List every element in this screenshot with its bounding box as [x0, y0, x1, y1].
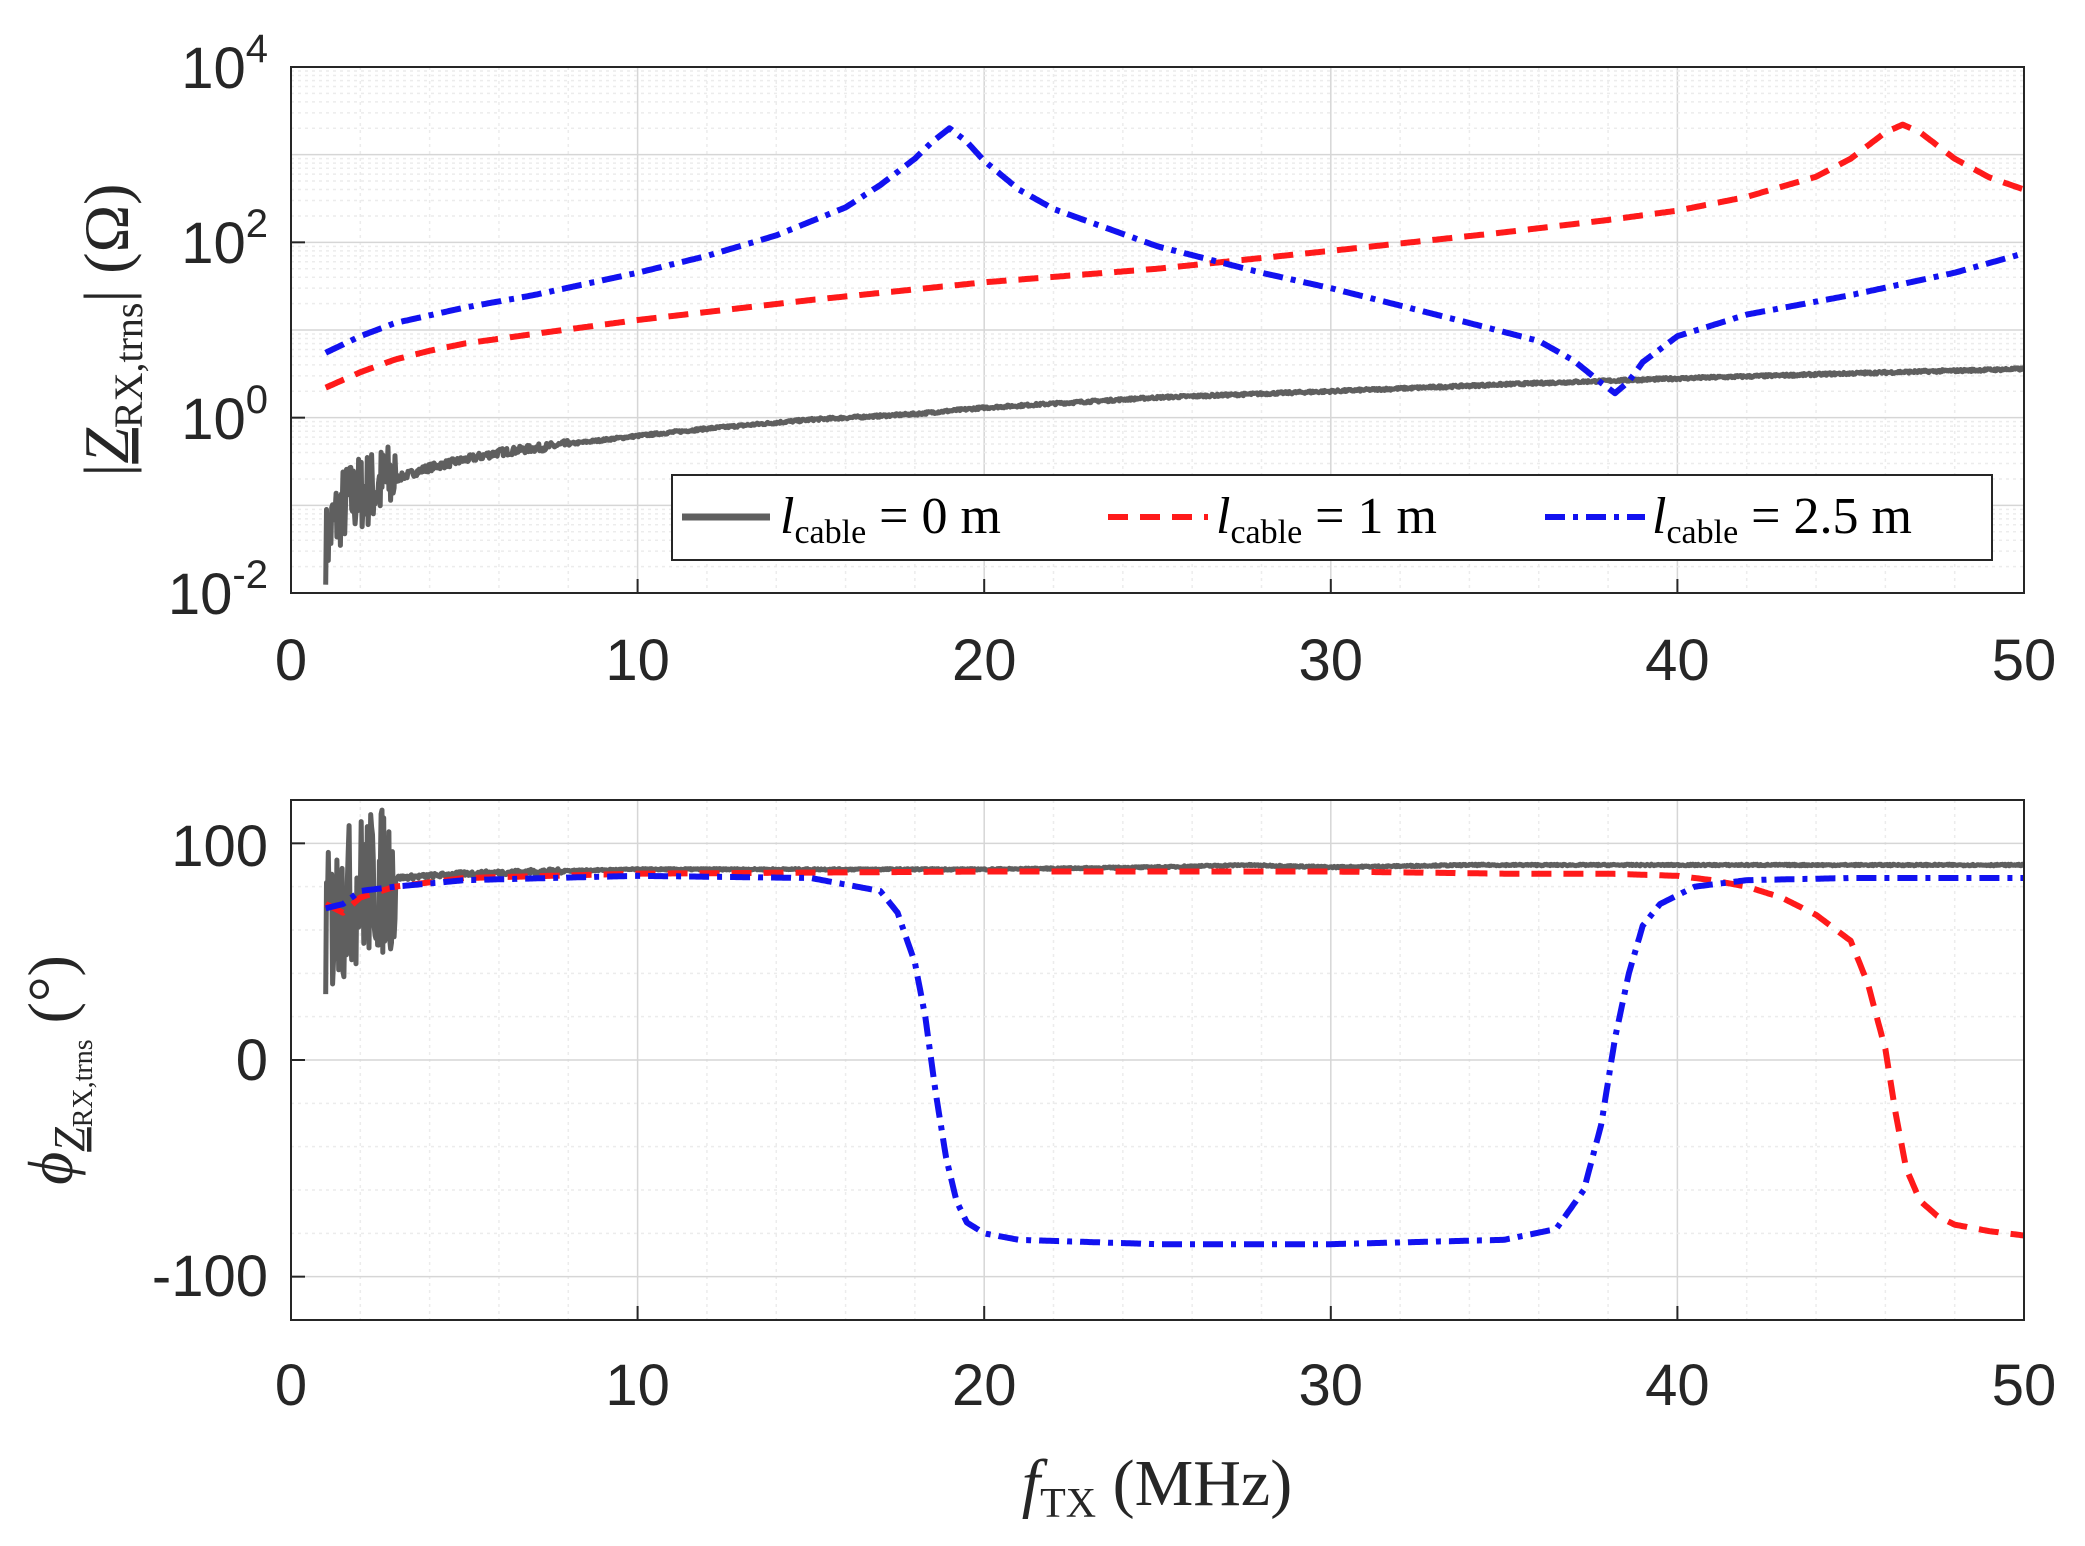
- legend-entry-2-5m: lcable = 2.5 m: [1545, 488, 1912, 551]
- phase-x-tick-label: 0: [275, 1353, 307, 1418]
- magnitude-y-tick-label: 104: [181, 27, 268, 101]
- magnitude-y-tick-label: 100: [181, 378, 268, 452]
- magnitude-y-tick-labels: 10-2 100 102 104: [168, 27, 268, 627]
- legend: lcable = 0 m lcable = 1 m lcable = 2.5 m: [671, 474, 1993, 561]
- magnitude-series-line-1: [324, 121, 2024, 391]
- phase-y-tick-label: 0: [236, 1028, 268, 1093]
- phase-x-tick-label: 10: [605, 1353, 670, 1418]
- magnitude-y-tick-label: 10-2: [168, 553, 268, 627]
- magnitude-x-tick-label: 20: [952, 628, 1017, 693]
- legend-label-2-5m: lcable = 2.5 m: [1652, 488, 1912, 551]
- legend-label-0m: lcable = 0 m: [780, 488, 1001, 551]
- phase-series-line-2: [324, 872, 2024, 1248]
- magnitude-x-tick-label: 10: [605, 628, 670, 693]
- phase-y-tick-labels: 100 0 -100: [152, 814, 268, 1309]
- magnitude-y-axis-label: |ZRX,trns| (Ω): [71, 184, 151, 477]
- magnitude-panel: 0 10 20 30 40 50 10-2 100 102 104 |ZRX,t…: [71, 27, 2056, 693]
- phase-x-tick-labels: 0 10 20 30 40 50: [275, 1353, 2056, 1418]
- magnitude-series: [323, 121, 2024, 585]
- legend-entry-1m: lcable = 1 m: [1108, 488, 1437, 551]
- magnitude-x-tick-label: 40: [1645, 628, 1710, 693]
- magnitude-x-tick-label: 50: [1992, 628, 2057, 693]
- phase-series-line-0: [323, 807, 2024, 995]
- legend-box: [671, 474, 1993, 561]
- phase-ticks: [290, 842, 2025, 1320]
- legend-entry-0m: lcable = 0 m: [682, 488, 1001, 551]
- magnitude-y-tick-label: 102: [181, 202, 268, 276]
- legend-label-1m: lcable = 1 m: [1216, 488, 1437, 551]
- magnitude-x-tick-label: 30: [1299, 628, 1364, 693]
- phase-x-tick-label: 20: [952, 1353, 1017, 1418]
- phase-y-tick-label: -100: [152, 1244, 268, 1309]
- phase-x-tick-label: 30: [1299, 1353, 1364, 1418]
- phase-y-tick-label: 100: [171, 814, 268, 879]
- phase-panel: 0 10 20 30 40 50 100 0 -100 ϕZRX,trns (°…: [15, 799, 2056, 1527]
- magnitude-x-tick-label: 0: [275, 628, 307, 693]
- magnitude-x-tick-labels: 0 10 20 30 40 50: [275, 628, 2056, 693]
- phase-x-axis-label: fTX (MHz): [1022, 1447, 1292, 1527]
- magnitude-series-line-0: [323, 365, 2024, 585]
- phase-x-tick-label: 50: [1992, 1353, 2057, 1418]
- magnitude-ticks: [290, 66, 2025, 594]
- phase-series: [323, 807, 2024, 1248]
- magnitude-axes-box: [290, 66, 2025, 594]
- phase-y-axis-label: ϕZRX,trns (°): [15, 955, 99, 1185]
- phase-x-tick-label: 40: [1645, 1353, 1710, 1418]
- magnitude-series-line-2: [324, 125, 2024, 397]
